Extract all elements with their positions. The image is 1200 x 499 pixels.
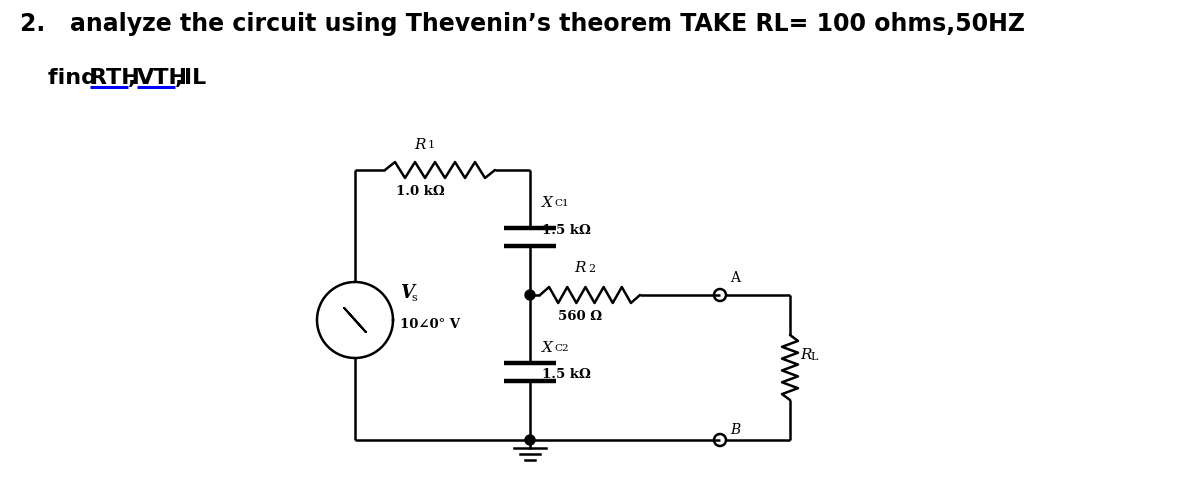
Text: VTH: VTH [137, 68, 188, 88]
Text: IL: IL [184, 68, 206, 88]
Text: C2: C2 [554, 344, 569, 353]
Text: 1: 1 [428, 140, 436, 150]
Text: 560 Ω: 560 Ω [558, 310, 602, 323]
Text: X: X [542, 341, 553, 355]
Circle shape [526, 290, 535, 300]
Text: ,: , [128, 68, 137, 88]
Text: 2: 2 [588, 264, 595, 274]
Text: 1.5 kΩ: 1.5 kΩ [542, 368, 590, 381]
Text: L: L [810, 352, 817, 362]
Text: R: R [414, 138, 426, 152]
Circle shape [526, 435, 535, 445]
Text: A: A [730, 271, 740, 285]
Text: s: s [410, 293, 416, 303]
Text: 1.5 kΩ: 1.5 kΩ [542, 224, 590, 237]
Text: B: B [730, 423, 740, 437]
Text: RTH: RTH [90, 68, 139, 88]
Text: 10∠0° V: 10∠0° V [400, 318, 460, 331]
Text: ,: , [175, 68, 184, 88]
Text: find: find [48, 68, 104, 88]
Text: V: V [400, 284, 414, 302]
Text: 1.0 kΩ: 1.0 kΩ [396, 185, 444, 198]
Text: 2.   analyze the circuit using Thevenin’s theorem TAKE RL= 100 ohms,50HZ: 2. analyze the circuit using Thevenin’s … [20, 12, 1025, 36]
Text: C1: C1 [554, 199, 569, 208]
Text: R: R [800, 348, 811, 362]
Text: X: X [542, 196, 553, 210]
Text: R: R [575, 261, 586, 275]
